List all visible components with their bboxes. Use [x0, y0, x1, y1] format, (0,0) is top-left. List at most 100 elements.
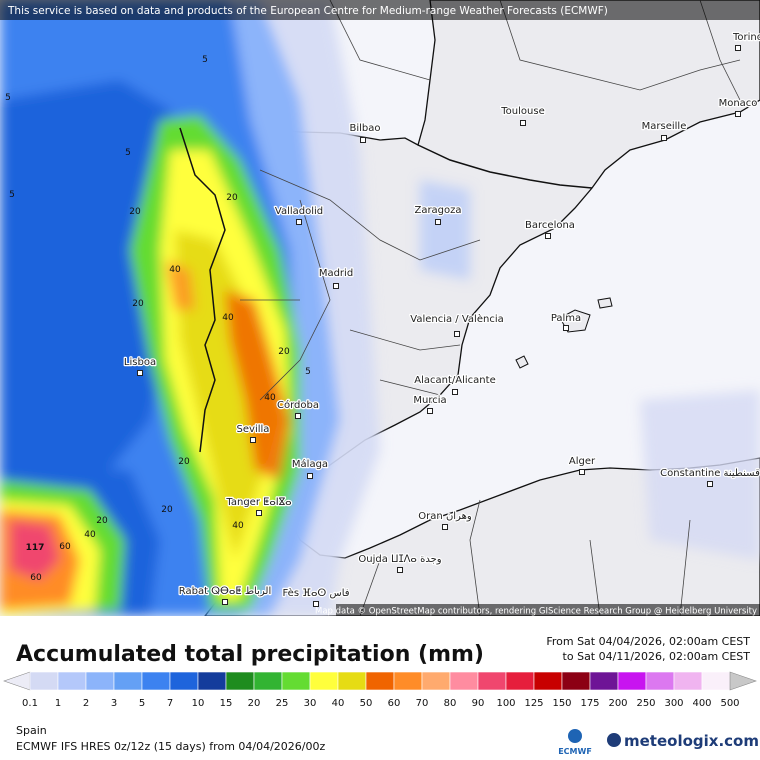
- scale-box: [337, 671, 367, 691]
- city-marker: [256, 510, 262, 516]
- city-label: Málaga: [292, 458, 328, 470]
- contour-label: 60: [59, 542, 71, 552]
- city-marker: [250, 437, 256, 443]
- scale-label: 5: [139, 698, 145, 709]
- contour-label: 20: [178, 457, 190, 467]
- scale-label: 500: [720, 698, 739, 709]
- ecmwf-logo: ECMWF: [558, 729, 592, 756]
- region: Spain: [16, 724, 47, 737]
- scale-box: [253, 671, 283, 691]
- scale-label: 175: [580, 698, 599, 709]
- attribution-background: [336, 604, 760, 616]
- city-label: Bilbao: [349, 123, 380, 134]
- ecmwf-label: ECMWF: [558, 747, 592, 756]
- city-label: Valladolid: [275, 206, 323, 217]
- banner: This service is based on data and produc…: [7, 5, 608, 17]
- island: [597, 297, 613, 309]
- contour-label: 40: [169, 265, 181, 275]
- city-label: Barcelona: [525, 220, 575, 231]
- city-label: Toulouse: [500, 106, 544, 117]
- city-label: Alger: [569, 456, 596, 467]
- contour-label: 20: [132, 299, 144, 309]
- scale-arrow: [3, 671, 31, 691]
- scale-label: 250: [636, 698, 655, 709]
- borders: [179, 0, 741, 616]
- scale-label: 10: [192, 698, 205, 709]
- scale-label: 100: [496, 698, 515, 709]
- scale-box: [645, 671, 675, 691]
- precipitation-field: [0, 0, 760, 616]
- contour-label: 20: [278, 347, 290, 357]
- city-marker: [545, 233, 551, 239]
- scale-box: [673, 671, 703, 691]
- contour-label: 60: [30, 573, 42, 583]
- scale-box: [617, 671, 647, 691]
- city-marker: [442, 524, 448, 530]
- scale-box: [477, 671, 507, 691]
- city-marker: [520, 120, 526, 126]
- city-marker: [296, 219, 302, 225]
- city-marker: [452, 389, 458, 395]
- meteologix-logo: meteologix.com: [607, 732, 759, 750]
- scale-box: [169, 671, 199, 691]
- scale-label: 30: [304, 698, 317, 709]
- city-marker: [397, 567, 403, 573]
- scale-label: 3: [111, 698, 117, 709]
- contour-label: 40: [264, 393, 276, 403]
- city-label: Constantine قسنطينة: [660, 468, 760, 479]
- city-marker: [735, 45, 741, 51]
- scale-box: [57, 671, 87, 691]
- city-marker: [222, 599, 228, 605]
- city-label: Oujda ⵡⵊⴷⴰ وجدة: [358, 554, 441, 565]
- scale-label: 40: [332, 698, 345, 709]
- city-label: Fès ⴼⴰⵙ فاس: [282, 587, 349, 599]
- scale-label: 25: [276, 698, 289, 709]
- scale-label: 300: [664, 698, 683, 709]
- scale-box: [141, 671, 171, 691]
- contour-label: 40: [222, 313, 234, 323]
- city-marker: [579, 469, 585, 475]
- contour-label: 5: [202, 55, 208, 65]
- contour-label: 5: [125, 148, 131, 158]
- city-marker: [454, 331, 460, 337]
- city-marker: [707, 481, 713, 487]
- city-label: Rabat ⵕⴱⴰⵟ الرباط: [179, 586, 271, 597]
- city-label: Córdoba: [277, 399, 319, 411]
- scale-box: [309, 671, 339, 691]
- city-label: Oran وهران: [418, 511, 472, 522]
- city-marker: [563, 325, 569, 331]
- meteologix-label: meteologix.com: [624, 732, 759, 750]
- scale-box: [589, 671, 619, 691]
- scale-label: 15: [220, 698, 233, 709]
- city-label: Palma: [551, 313, 581, 324]
- scale-label: 50: [360, 698, 373, 709]
- scale-label: 2: [83, 698, 89, 709]
- scale-box: [225, 671, 255, 691]
- scale-box: [197, 671, 227, 691]
- scale-label: 60: [388, 698, 401, 709]
- scale-label: 90: [472, 698, 485, 709]
- map: Bilbao Toulouse Monaco Marseille Torino Valla…: [0, 0, 760, 616]
- city-marker: [307, 473, 313, 479]
- city-marker: [137, 370, 143, 376]
- city-label: Valencia / València: [410, 313, 503, 325]
- city-marker: [735, 111, 741, 117]
- city-label: Monaco: [719, 98, 758, 109]
- scale-box: [393, 671, 423, 691]
- city-label: Marseille: [642, 121, 687, 132]
- contour-label: 20: [129, 207, 141, 217]
- title: Accumulated total precipitation (mm): [16, 642, 484, 667]
- contour-label: 40: [232, 521, 244, 531]
- scale-box: [561, 671, 591, 691]
- model-info: ECMWF IFS HRES 0z/12z (15 days) from 04/…: [16, 740, 326, 753]
- contour-label: 40: [84, 530, 96, 540]
- scale-label: 7: [167, 698, 173, 709]
- scale-label: 200: [608, 698, 627, 709]
- scale-box: [29, 671, 59, 691]
- scale-box: [505, 671, 535, 691]
- banner-background: [0, 0, 760, 20]
- scale-label: 1: [55, 698, 61, 709]
- contour-label: 5: [305, 367, 311, 377]
